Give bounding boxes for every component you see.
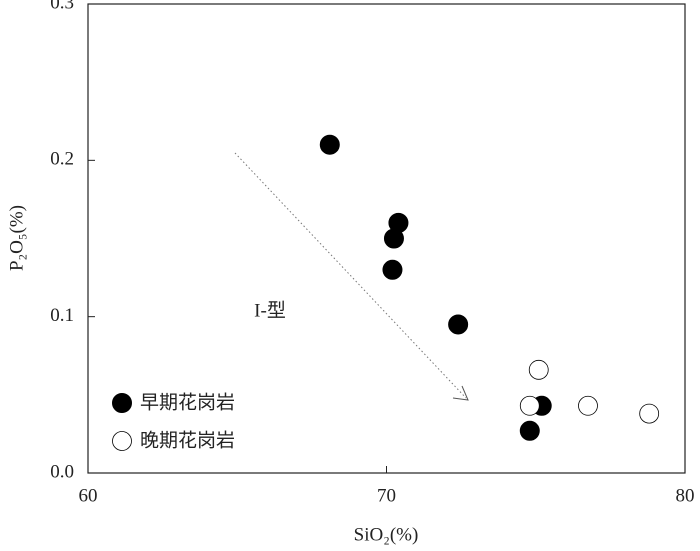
annotation: I-型: [254, 299, 286, 321]
legend-marker: [112, 431, 132, 451]
point: [639, 403, 660, 424]
y-tick-label: 0.2: [50, 149, 74, 170]
arrow-head: [452, 385, 469, 401]
y-tick-label: 0.3: [50, 0, 74, 13]
y-axis-label: P₂O₅(%): [6, 205, 27, 271]
point: [319, 134, 340, 155]
x-tick-label: 70: [377, 485, 396, 506]
y-tick-label: 0.1: [50, 305, 74, 326]
x-axis-label: SiO₂(%): [354, 524, 419, 545]
point: [519, 395, 540, 416]
trend-arrow: [234, 152, 467, 399]
legend-marker: [112, 393, 132, 413]
point: [528, 359, 549, 380]
point: [448, 314, 469, 335]
point: [578, 395, 598, 416]
point: [383, 228, 404, 249]
legend-label: 晚期花岗岩: [140, 429, 235, 451]
y-tick-label: 0.0: [50, 461, 74, 482]
x-tick-label: 80: [676, 485, 695, 506]
x-tick-label: 60: [79, 485, 98, 506]
point: [519, 420, 540, 441]
point: [382, 259, 403, 280]
legend-label: 早期花岗岩: [140, 391, 235, 413]
